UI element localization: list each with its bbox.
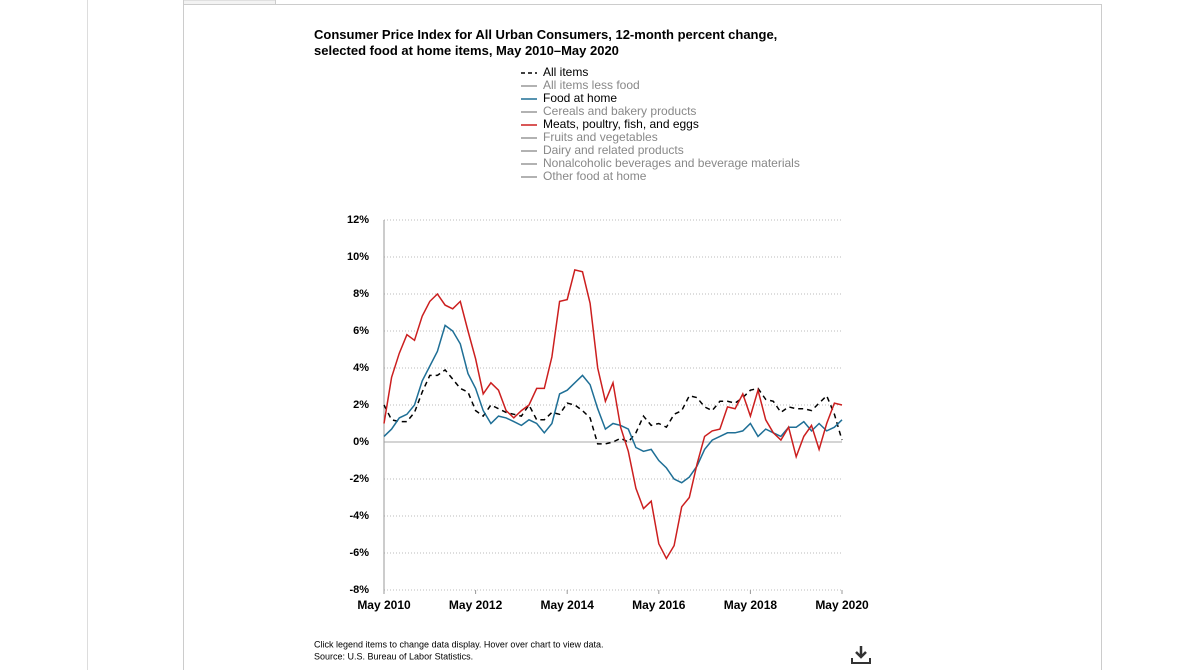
legend-item[interactable]: Other food at home — [521, 169, 647, 183]
source: Source: U.S. Bureau of Labor Statistics. — [314, 651, 473, 661]
y-tick-label: 0% — [353, 436, 369, 448]
legend-label[interactable]: Other food at home — [543, 169, 647, 183]
legend-label[interactable]: Cereals and bakery products — [543, 104, 696, 118]
legend-label[interactable]: Food at home — [543, 91, 617, 105]
legend-label[interactable]: Dairy and related products — [543, 143, 684, 157]
x-tick-label: May 2020 — [815, 598, 869, 612]
x-tick-label: May 2016 — [632, 598, 686, 612]
legend-label[interactable]: All items less food — [543, 78, 640, 92]
legend-item[interactable]: All items less food — [521, 78, 640, 92]
x-tick-label: May 2018 — [724, 598, 778, 612]
y-tick-label: 2% — [353, 399, 369, 411]
legend-item[interactable]: Dairy and related products — [521, 143, 684, 157]
legend-label[interactable]: Nonalcoholic beverages and beverage mate… — [543, 156, 800, 170]
panel — [183, 4, 1102, 670]
legend-label[interactable]: All items — [543, 65, 588, 79]
y-tick-label: 10% — [347, 251, 369, 263]
note: Click legend items to change data displa… — [314, 639, 603, 649]
y-tick-label: -2% — [349, 473, 369, 485]
legend-item[interactable]: All items — [521, 65, 588, 79]
legend-label[interactable]: Fruits and vegetables — [543, 130, 658, 144]
x-tick-label: May 2014 — [541, 598, 595, 612]
chart-title: Consumer Price Index for All Urban Consu… — [314, 27, 778, 58]
y-tick-label: -6% — [349, 547, 369, 559]
y-tick-label: 12% — [347, 214, 369, 226]
series-line — [383, 324, 843, 484]
legend-item[interactable]: Nonalcoholic beverages and beverage mate… — [521, 156, 800, 170]
legend-item[interactable]: Food at home — [521, 91, 617, 105]
legend-item[interactable]: Cereals and bakery products — [521, 104, 696, 118]
y-tick-label: 8% — [353, 288, 369, 300]
series-line — [383, 268, 843, 561]
x-tick-label: May 2010 — [357, 598, 411, 612]
y-tick-label: -4% — [349, 510, 369, 522]
legend-item[interactable]: Meats, poultry, fish, and eggs — [521, 117, 699, 131]
download-icon[interactable] — [851, 646, 871, 664]
x-tick-label: May 2012 — [449, 598, 503, 612]
y-tick-label: -8% — [349, 584, 369, 596]
legend-item[interactable]: Fruits and vegetables — [521, 130, 658, 144]
y-tick-label: 6% — [353, 325, 369, 337]
series-line — [383, 368, 843, 445]
legend-label[interactable]: Meats, poultry, fish, and eggs — [543, 117, 699, 131]
y-tick-label: 4% — [353, 362, 369, 374]
tab[interactable] — [183, 0, 276, 5]
